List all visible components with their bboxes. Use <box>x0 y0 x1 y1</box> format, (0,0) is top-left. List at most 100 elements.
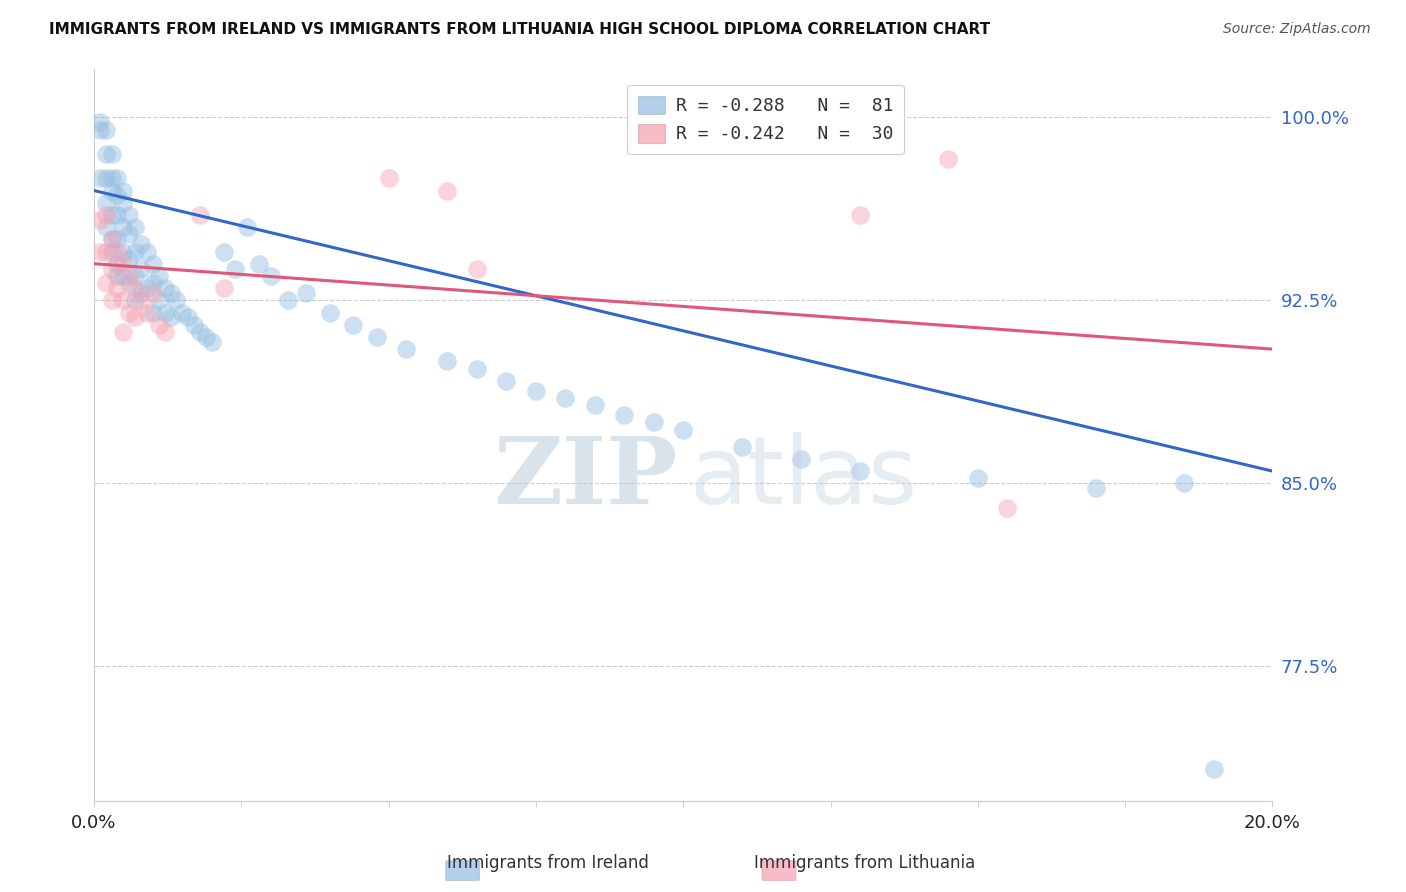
Point <box>436 354 458 368</box>
Point <box>148 293 170 308</box>
Point <box>100 147 122 161</box>
Point <box>938 152 960 166</box>
Point <box>136 281 159 295</box>
Point <box>172 305 194 319</box>
Point <box>89 244 111 259</box>
Point <box>129 285 152 300</box>
Point <box>107 257 129 271</box>
Point <box>112 268 135 283</box>
Point <box>554 391 576 405</box>
Point <box>465 261 488 276</box>
Point <box>183 318 205 332</box>
Text: ZIP: ZIP <box>494 434 678 524</box>
Point <box>124 293 146 308</box>
Point <box>100 232 122 246</box>
Point <box>112 325 135 339</box>
Point <box>118 268 141 283</box>
Point <box>177 310 200 325</box>
Point <box>118 305 141 319</box>
Point <box>1084 481 1107 495</box>
Point <box>89 115 111 129</box>
Point <box>318 305 340 319</box>
Point <box>165 293 187 308</box>
Point <box>107 171 129 186</box>
Point <box>583 398 606 412</box>
Point <box>112 220 135 235</box>
Legend: R = -0.288   N =  81, R = -0.242   N =  30: R = -0.288 N = 81, R = -0.242 N = 30 <box>627 85 904 154</box>
Point <box>212 244 235 259</box>
Point <box>124 220 146 235</box>
Point <box>124 268 146 283</box>
Point <box>148 268 170 283</box>
Point <box>124 310 146 325</box>
Point <box>247 257 270 271</box>
Point <box>966 471 988 485</box>
Point <box>201 334 224 349</box>
Point <box>277 293 299 308</box>
Point <box>731 440 754 454</box>
Point <box>107 208 129 222</box>
Point <box>142 277 165 291</box>
Point <box>465 361 488 376</box>
Point <box>1202 762 1225 776</box>
Point <box>613 408 636 422</box>
Point <box>100 293 122 308</box>
Point <box>672 423 695 437</box>
Point <box>1173 476 1195 491</box>
Point <box>107 268 129 283</box>
Point <box>112 244 135 259</box>
Point <box>366 330 388 344</box>
Text: Source: ZipAtlas.com: Source: ZipAtlas.com <box>1223 22 1371 37</box>
Point <box>94 171 117 186</box>
Point <box>524 384 547 398</box>
Point <box>100 244 122 259</box>
Point <box>94 147 117 161</box>
Point <box>188 208 211 222</box>
Text: IMMIGRANTS FROM IRELAND VS IMMIGRANTS FROM LITHUANIA HIGH SCHOOL DIPLOMA CORRELA: IMMIGRANTS FROM IRELAND VS IMMIGRANTS FR… <box>49 22 990 37</box>
Point <box>129 293 152 308</box>
Point <box>159 310 181 325</box>
Point <box>194 330 217 344</box>
Point <box>260 268 283 283</box>
Point <box>224 261 246 276</box>
Point <box>89 122 111 136</box>
Point <box>124 244 146 259</box>
Point <box>136 305 159 319</box>
Point <box>107 188 129 202</box>
Point <box>94 244 117 259</box>
Point <box>995 500 1018 515</box>
Point <box>89 171 111 186</box>
Point <box>790 451 813 466</box>
Point <box>100 171 122 186</box>
Point <box>129 237 152 252</box>
Point <box>100 184 122 198</box>
Point <box>142 285 165 300</box>
Point <box>118 208 141 222</box>
Point <box>100 208 122 222</box>
Point <box>112 184 135 198</box>
Point <box>107 232 129 246</box>
Point <box>100 232 122 246</box>
Point <box>118 277 141 291</box>
Point <box>142 257 165 271</box>
Point <box>94 220 117 235</box>
Point <box>94 195 117 210</box>
Point <box>153 305 176 319</box>
Point <box>236 220 259 235</box>
Point <box>107 244 129 259</box>
Point <box>100 261 122 276</box>
Point <box>94 277 117 291</box>
Point <box>112 195 135 210</box>
Point <box>118 227 141 242</box>
Point <box>212 281 235 295</box>
Point <box>342 318 364 332</box>
Point <box>148 318 170 332</box>
Point <box>395 342 418 356</box>
Point <box>159 285 181 300</box>
Point <box>849 208 872 222</box>
Point <box>118 252 141 266</box>
Point <box>377 171 399 186</box>
Point <box>94 122 117 136</box>
Point <box>129 261 152 276</box>
Point <box>849 464 872 478</box>
